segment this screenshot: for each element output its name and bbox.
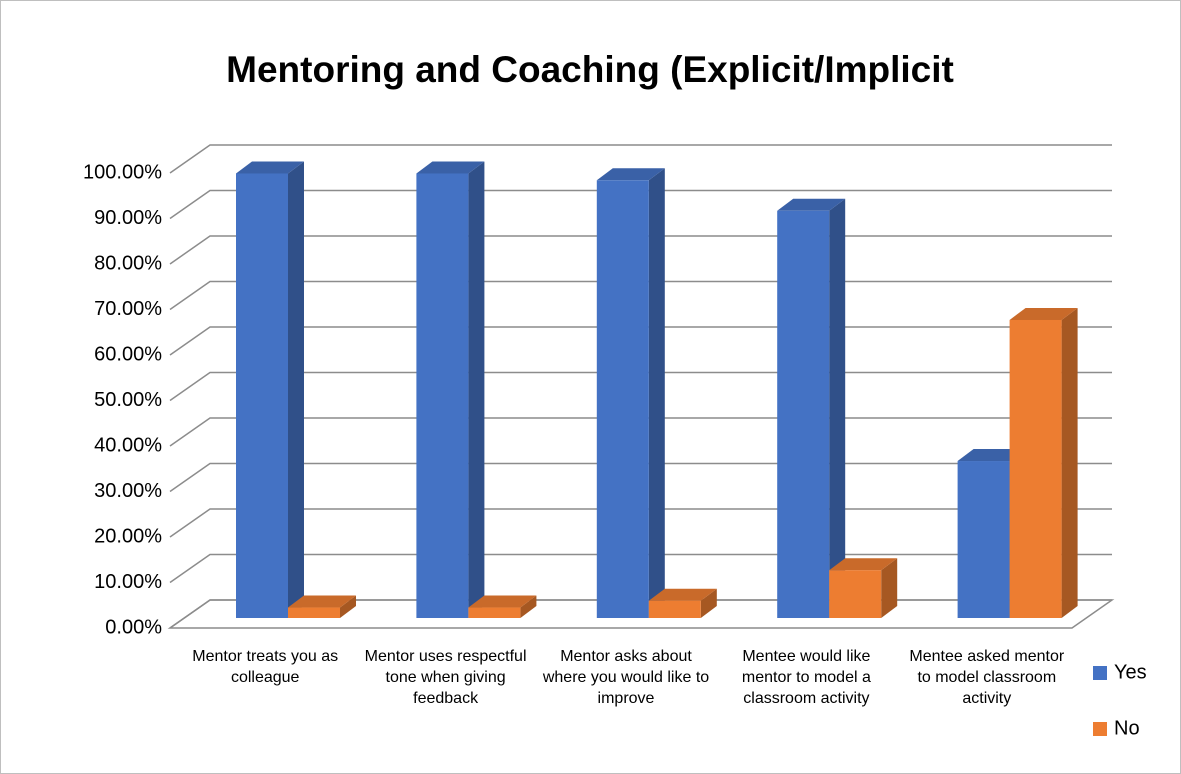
y-tick-label: 0.00% [105, 616, 162, 638]
bar-front [957, 461, 1010, 618]
bar-side [881, 558, 898, 618]
y-tick-label: 20.00% [94, 525, 162, 547]
bar-top [468, 595, 537, 608]
bar-front [829, 570, 882, 618]
bar-front [777, 210, 830, 618]
bar-top [957, 449, 1026, 462]
bar-front [236, 173, 288, 618]
legend-label: No [1114, 717, 1140, 739]
chart-title: Mentoring and Coaching (Explicit/Implici… [226, 49, 954, 90]
x-tick-label: Mentor uses respectful tone when giving … [364, 648, 527, 707]
legend-swatch [1093, 722, 1107, 736]
y-tick-label: 60.00% [94, 343, 162, 365]
bar-top [829, 558, 898, 571]
bar-front [1009, 319, 1062, 618]
bar [1009, 307, 1078, 618]
legend-label: Yes [1114, 661, 1147, 683]
bar-top [1009, 307, 1078, 320]
grid-line [169, 189, 1112, 220]
x-tick-label: Mentee asked mentor to model classroom a… [909, 648, 1065, 707]
bar-front [468, 607, 521, 618]
bar-top [416, 161, 485, 174]
bar [829, 558, 898, 618]
y-tick-label: 90.00% [94, 207, 162, 229]
y-tick-label: 80.00% [94, 252, 162, 274]
y-tick-label: 70.00% [94, 298, 162, 320]
y-tick-label: 100.00% [83, 161, 162, 183]
y-tick-label: 50.00% [94, 389, 162, 411]
bar [288, 595, 356, 618]
bar-side [700, 588, 717, 618]
bar-side [340, 595, 356, 618]
bar-side [829, 198, 846, 618]
bar-side [468, 161, 485, 618]
y-tick-label: 30.00% [94, 480, 162, 502]
bar [236, 161, 304, 618]
x-tick-label: Mentee would like mentor to model a clas… [741, 648, 871, 707]
grid-line [169, 144, 1112, 174]
bar-top [648, 588, 717, 601]
bar-top [596, 168, 665, 181]
legend-swatch [1093, 666, 1107, 680]
bar-front [288, 607, 340, 618]
y-tick-label: 10.00% [94, 571, 162, 593]
bar-top [777, 198, 846, 211]
x-tick-label: Mentor treats you as colleague [192, 648, 339, 686]
bar-front [596, 180, 649, 619]
bar [648, 588, 717, 618]
bar-front [416, 173, 469, 618]
y-tick-label: 40.00% [94, 434, 162, 456]
x-tick-label: Mentor asks about where you would like t… [542, 648, 710, 707]
bar [596, 168, 665, 619]
bar-side [1061, 307, 1078, 618]
bar-front [648, 600, 701, 618]
bar [416, 161, 485, 618]
bar [777, 198, 846, 618]
bar-side [288, 161, 304, 618]
bar-side [520, 595, 537, 618]
bar-top [288, 595, 356, 608]
bar-side [648, 168, 665, 619]
bar-top [236, 161, 304, 174]
bar [468, 595, 537, 618]
